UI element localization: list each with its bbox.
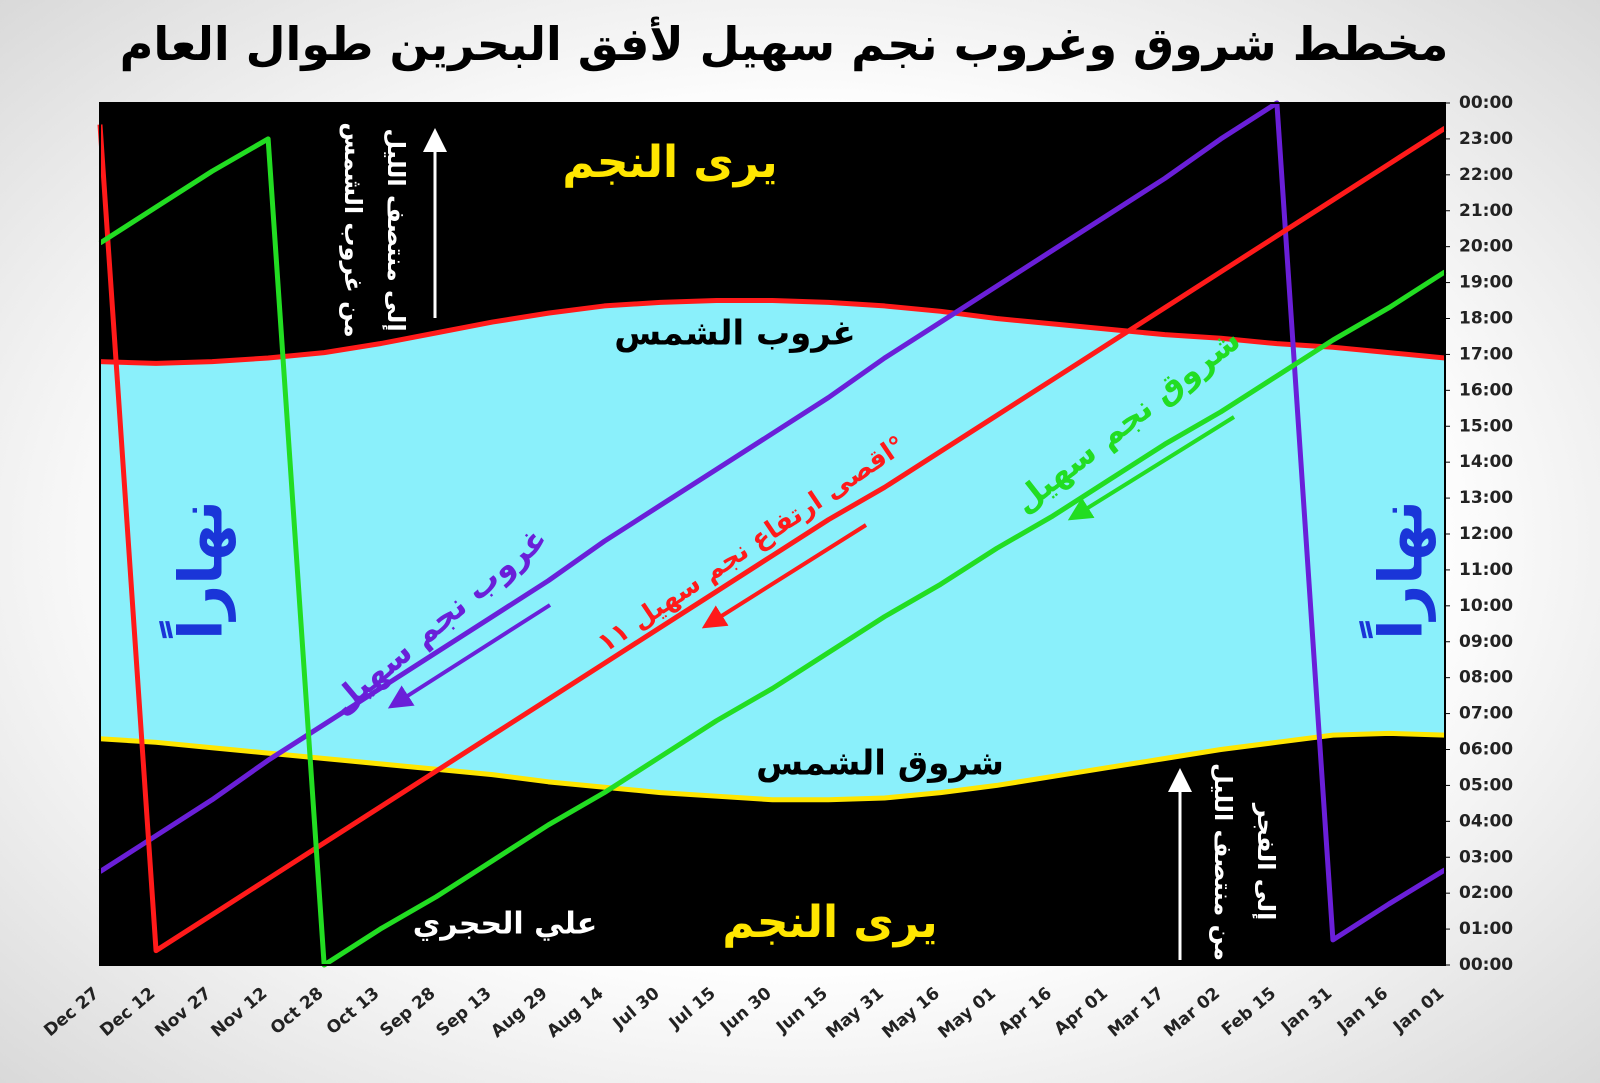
x-tick-label: Mar 17	[1104, 984, 1168, 1042]
x-tick-label: Nov 12	[207, 984, 271, 1042]
x-tick-label: Jul 30	[609, 983, 664, 1034]
x-tick-label: Jan 16	[1333, 984, 1392, 1038]
y-tick-label: 18:00	[1459, 309, 1513, 329]
x-tick-label: Nov 27	[151, 984, 215, 1042]
x-tick-label: Mar 02	[1160, 984, 1224, 1042]
x-tick-label: Dec 27	[40, 984, 103, 1041]
annotation: شروق الشمس	[756, 744, 1004, 784]
y-tick-label: 19:00	[1459, 273, 1513, 293]
x-tick-label: Jul 15	[665, 984, 720, 1035]
x-tick-label: May 31	[822, 984, 887, 1043]
y-tick-label: 05:00	[1459, 775, 1513, 795]
x-tick-label: May 01	[935, 984, 1000, 1043]
annotation: من منتصف الليل	[1209, 763, 1237, 961]
y-tick-label: 16:00	[1459, 380, 1513, 400]
x-tick-label: Jun 15	[772, 984, 832, 1039]
x-tick-label: Aug 29	[487, 984, 551, 1042]
annotation: نهاراً	[1358, 500, 1436, 640]
x-tick-label: Apr 16	[995, 984, 1056, 1040]
x-tick-label: Apr 01	[1051, 984, 1112, 1040]
x-tick-label: Feb 15	[1218, 984, 1280, 1041]
annotation: يرى النجم	[722, 897, 937, 948]
y-tick-label: 07:00	[1459, 704, 1513, 724]
y-tick-label: 03:00	[1459, 847, 1513, 867]
y-tick-label: 22:00	[1459, 165, 1513, 185]
x-tick-label: Jun 30	[716, 983, 776, 1038]
annotation: إلى منتصف الليل	[382, 128, 410, 331]
y-tick-label: 23:00	[1459, 129, 1513, 149]
series-line	[97, 124, 1447, 954]
chart-title: مخطط شروق وغروب نجم سهيل لأفق البحرين طو…	[120, 16, 1449, 71]
y-tick-label: 15:00	[1459, 416, 1513, 436]
y-tick-label: 13:00	[1459, 488, 1513, 508]
annotation: إلى الفجر	[1252, 803, 1280, 921]
y-tick-label: 14:00	[1459, 452, 1513, 472]
x-tick-label: Sep 13	[432, 984, 495, 1041]
x-tick-label: Jan 01	[1389, 984, 1448, 1038]
annotation: من غروب الشمس	[339, 122, 367, 337]
x-tick-label: May 16	[878, 984, 943, 1043]
series-line	[99, 730, 1446, 803]
y-tick-label: 04:00	[1459, 811, 1513, 831]
day-region	[100, 300, 1445, 800]
y-tick-label: 01:00	[1459, 919, 1513, 939]
x-tick-label: Jan 31	[1277, 984, 1336, 1038]
plot-frame	[99, 102, 1446, 966]
y-tick-label: 02:00	[1459, 883, 1513, 903]
y-tick-label: 06:00	[1459, 740, 1513, 760]
y-tick-label: 12:00	[1459, 524, 1513, 544]
x-tick-label: Sep 28	[376, 984, 439, 1041]
y-tick-label: 21:00	[1459, 201, 1513, 221]
y-tick-label: 10:00	[1459, 596, 1513, 616]
y-tick-label: 08:00	[1459, 668, 1513, 688]
y-tick-label: 20:00	[1459, 237, 1513, 257]
annotation: نهاراً	[158, 500, 236, 640]
series-line	[99, 298, 1446, 366]
series-line	[98, 100, 1447, 943]
annotation: يرى النجم	[562, 137, 777, 188]
arrow	[701, 523, 868, 629]
y-tick-label: 11:00	[1459, 560, 1513, 580]
arrow	[387, 603, 552, 709]
x-tick-label: Aug 14	[543, 983, 607, 1042]
y-tick-label: 00:00	[1459, 955, 1513, 975]
arrow	[1067, 415, 1236, 521]
x-tick-label: Dec 12	[96, 984, 159, 1041]
y-tick-label: 17:00	[1459, 344, 1513, 364]
x-tick-label: Oct 13	[323, 984, 384, 1039]
x-tick-label: Oct 28	[267, 984, 328, 1039]
y-tick-label: 00:00	[1459, 93, 1513, 113]
annotation: علي الحجري	[413, 907, 597, 942]
y-tick-label: 09:00	[1459, 632, 1513, 652]
annotation: غروب الشمس	[614, 314, 855, 354]
